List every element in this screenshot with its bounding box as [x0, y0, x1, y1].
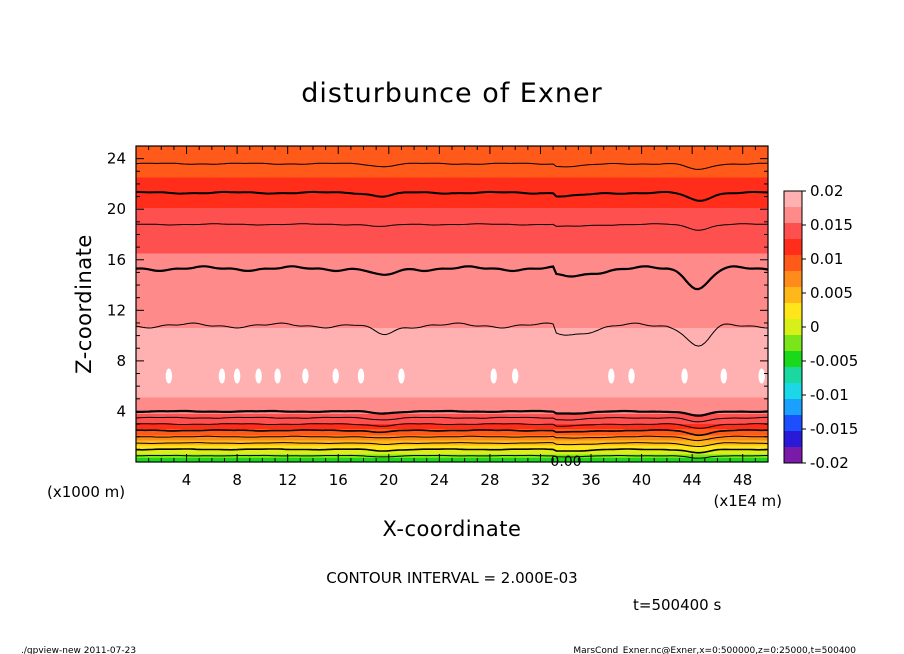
maximum-blob	[233, 368, 241, 384]
x-tick-label: 36	[581, 471, 600, 489]
x-unit-note: (x1E4 m)	[713, 492, 782, 510]
maximum-blob	[302, 368, 309, 384]
colorbar-label: -0.005	[810, 352, 858, 370]
x-tick-label: 8	[232, 471, 242, 489]
maximum-blob	[512, 368, 519, 384]
contour-line	[136, 162, 768, 170]
contour-line	[136, 448, 768, 454]
contour-line	[136, 409, 768, 417]
maximum-blob	[165, 368, 173, 384]
x-tick-label: 28	[480, 471, 499, 489]
x-tick-label: 44	[683, 471, 702, 489]
contour-line	[136, 435, 768, 442]
colorbar-label: 0.005	[810, 284, 853, 302]
contour-interval: CONTOUR INTERVAL = 2.000E-03	[326, 569, 577, 587]
contour-line	[136, 416, 768, 423]
x-tick-label: 48	[733, 471, 752, 489]
y-axis-label: Z-coordinate	[72, 234, 96, 374]
y-tick-label: 24	[107, 150, 126, 168]
maximum-blob	[218, 368, 226, 384]
x-axis-label: X-coordinate	[383, 517, 522, 541]
maximum-blob	[398, 368, 405, 384]
colorbar-label: -0.01	[810, 386, 849, 404]
x-tick-label: 24	[430, 471, 449, 489]
contour-line	[136, 190, 768, 202]
y-unit-note: (x1000 m)	[47, 483, 125, 501]
colorbar-scale	[783, 190, 803, 464]
contour-line	[136, 442, 768, 448]
footer-right: MarsCond_Exner.nc@Exner,x=0:500000,z=0:2…	[573, 646, 856, 654]
colorbar-label: 0.015	[810, 216, 853, 234]
plot-field	[136, 146, 768, 462]
maximum-blob	[357, 368, 365, 384]
time-label: t=500400 s	[633, 596, 721, 614]
x-tick-label: 4	[182, 471, 192, 489]
footer-left: ./gpview-new 2011-07-23	[21, 646, 136, 654]
colorbar-label: -0.015	[810, 420, 858, 438]
colorbar-label: 0	[810, 318, 820, 336]
contour-zero-label: 0.00	[550, 454, 581, 470]
y-tick-label: 8	[116, 352, 126, 370]
maximum-blob	[628, 368, 635, 384]
colorbar-label: 0.02	[810, 182, 843, 200]
x-tick-label: 16	[329, 471, 348, 489]
maximum-blob	[332, 368, 339, 384]
colorbar: 0.02 0.015 0.01 0.005 0 -0.005 -0.01 -0.015 -0.0…	[783, 182, 858, 472]
contour-line	[136, 454, 768, 459]
y-tick-label: 4	[116, 402, 126, 420]
maximum-blob	[274, 368, 281, 384]
maximum-blob	[608, 368, 615, 384]
y-tick-label: 20	[107, 200, 126, 218]
y-tick-label: 16	[107, 251, 126, 269]
chart-title: disturbunce of Exner	[301, 78, 602, 109]
maximum-blob	[720, 368, 727, 384]
contour-line	[136, 429, 768, 437]
contour-line	[136, 322, 768, 347]
colorbar-label: -0.02	[810, 454, 849, 472]
maximum-blob	[758, 368, 765, 384]
maximum-blob	[255, 368, 262, 384]
x-tick-label: 12	[278, 471, 297, 489]
colorbar-label: 0.01	[810, 250, 843, 268]
x-tick-label: 40	[632, 471, 651, 489]
contour-line	[136, 423, 768, 429]
y-tick-label: 12	[107, 301, 126, 319]
contour-line	[136, 223, 768, 231]
x-tick-label: 20	[379, 471, 398, 489]
x-tick-label: 32	[531, 471, 550, 489]
contour-line	[136, 265, 768, 291]
maximum-blob	[490, 368, 497, 384]
maximum-blob	[681, 368, 688, 384]
